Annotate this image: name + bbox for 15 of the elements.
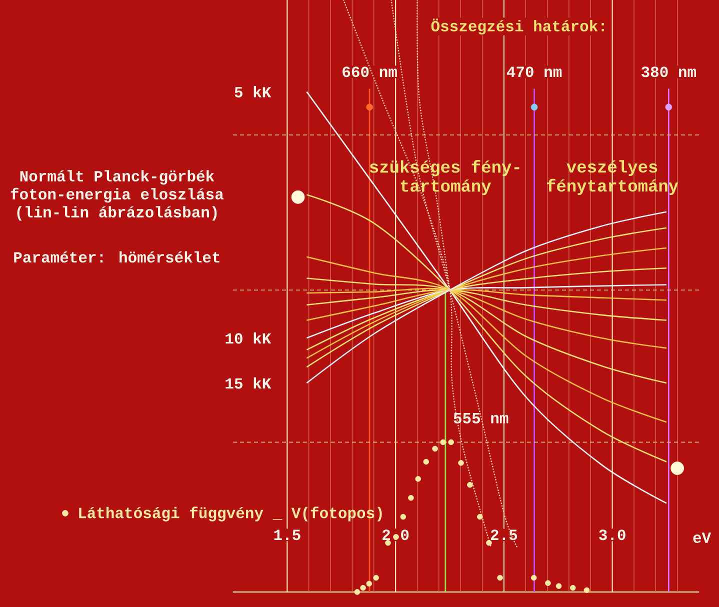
x-tick-label: 2.0 bbox=[382, 530, 409, 540]
text: Normált Planck-görbék foton-energia eloszlása (lin-lin ábrázolásban) bbox=[10, 170, 224, 221]
x-tick-label: 1.5 bbox=[274, 530, 300, 540]
x-tick-label: 3.0 bbox=[599, 530, 626, 540]
ref-line-label: 470 nm bbox=[506, 66, 562, 78]
text: Paraméter: hömérséklet bbox=[14, 251, 220, 263]
x-axis-title: eV bbox=[693, 532, 712, 544]
text: 5 kK bbox=[234, 86, 272, 98]
annotation: Összegzési határok: bbox=[431, 18, 604, 35]
legend-label: Láthatósági függvény _ V(fotopos) bbox=[79, 506, 382, 522]
ref-line-label: 660 nm bbox=[342, 66, 397, 78]
text: 10 kK bbox=[226, 332, 272, 344]
ref-line-label: 380 nm bbox=[641, 66, 696, 78]
x-tick-label: 2.5 bbox=[490, 530, 518, 540]
text: 15 kK bbox=[226, 377, 272, 389]
